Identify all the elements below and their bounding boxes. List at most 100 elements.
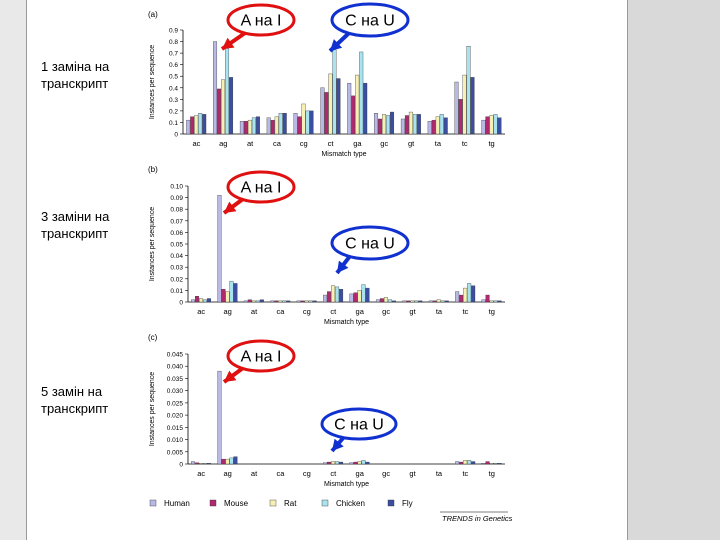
legend-swatch-fly xyxy=(387,499,395,507)
callout-cu-2-arrow-head xyxy=(337,260,349,273)
x-tick-label: ag xyxy=(223,307,231,316)
x-axis-label: Mismatch type xyxy=(321,151,366,158)
y-tick-label: 0.1 xyxy=(169,120,178,127)
y-tick-label: 0.2 xyxy=(169,108,178,115)
bar-cg-human xyxy=(296,300,301,303)
bar-tc-rat xyxy=(463,460,468,465)
bar-tg-chicken xyxy=(493,114,498,135)
legend-swatch-mouse xyxy=(209,499,217,507)
callout-cu-1-arrow-head xyxy=(330,39,343,51)
bar-tg-human xyxy=(481,299,486,303)
bar-ga-chicken xyxy=(361,460,366,465)
bar-tg-rat xyxy=(489,115,494,135)
bar-at-chicken xyxy=(251,117,256,135)
y-tick-label: 0.030 xyxy=(167,388,184,395)
bar-ct-fly xyxy=(339,289,344,303)
x-tick-label: ct xyxy=(330,469,337,478)
x-tick-label: at xyxy=(247,139,254,148)
x-axis-label: Mismatch type xyxy=(324,481,369,488)
bar-at-human xyxy=(239,121,244,135)
y-tick-label: 0 xyxy=(179,300,183,307)
x-tick-label: ta xyxy=(436,307,443,316)
bar-ta-fly xyxy=(444,300,449,303)
x-tick-label: ct xyxy=(328,139,335,148)
bar-ct-chicken xyxy=(335,461,340,465)
side-label-1: 1 заміна на транскрипт xyxy=(41,59,110,91)
x-tick-label: gc xyxy=(382,469,390,478)
bar-ag-chicken xyxy=(229,457,234,465)
y-axis-label: Instances per sequence xyxy=(149,45,156,119)
bar-tg-mouse xyxy=(485,294,490,303)
bar-ac-chicken xyxy=(198,113,203,135)
bar-cg-rat xyxy=(301,103,306,135)
callout-cu-1-ellipse xyxy=(330,2,410,38)
bar-ca-mouse xyxy=(274,300,279,303)
y-tick-label: 0.6 xyxy=(169,62,178,69)
bar-tc-human xyxy=(455,461,460,465)
bar-ta-human xyxy=(428,300,433,303)
y-tick-label: 0 xyxy=(179,462,183,469)
bar-at-rat xyxy=(251,300,256,303)
y-tick-label: 0.025 xyxy=(167,400,184,407)
y-tick-label: 0.02 xyxy=(170,276,183,283)
bar-cg-fly xyxy=(312,300,317,303)
x-tick-label: tc xyxy=(462,469,468,478)
bar-ca-fly xyxy=(282,113,287,135)
bar-ac-mouse xyxy=(190,116,195,135)
y-tick-label: 0.08 xyxy=(170,207,183,214)
bar-at-mouse xyxy=(243,121,248,135)
bar-ca-mouse xyxy=(270,119,275,135)
bar-ag-human xyxy=(217,195,222,303)
bar-ct-human xyxy=(323,462,328,465)
bar-cg-human xyxy=(293,113,298,135)
y-axis-label: Instances per sequence xyxy=(149,372,156,446)
bar-tg-rat xyxy=(489,463,494,465)
bar-ca-human xyxy=(270,300,275,303)
y-tick-label: 0.09 xyxy=(170,195,183,202)
bar-ag-chicken xyxy=(229,280,234,303)
bar-ca-rat xyxy=(274,116,279,135)
bar-cg-mouse xyxy=(297,116,302,135)
x-tick-label: ca xyxy=(276,469,285,478)
bar-ga-mouse xyxy=(351,95,356,135)
bar-tc-fly xyxy=(470,77,475,135)
bar-ta-rat xyxy=(436,299,441,303)
bar-gt-human xyxy=(402,300,407,303)
x-tick-label: ac xyxy=(192,139,200,148)
bar-tc-chicken xyxy=(466,46,471,135)
bar-ct-chicken xyxy=(332,49,337,135)
bar-tc-mouse xyxy=(459,294,464,303)
bar-cg-chicken xyxy=(308,300,313,303)
bar-gc-mouse xyxy=(378,118,383,135)
bar-ga-rat xyxy=(357,290,362,303)
bar-ct-human xyxy=(323,294,328,303)
y-tick-label: 0.10 xyxy=(170,184,183,191)
bar-at-fly xyxy=(255,116,260,135)
bar-gc-fly xyxy=(391,300,396,303)
bar-ct-fly xyxy=(336,78,341,135)
bar-gt-rat xyxy=(410,300,415,303)
bar-gc-chicken xyxy=(387,299,392,303)
y-tick-label: 0.005 xyxy=(167,449,184,456)
bar-ga-fly xyxy=(363,82,368,135)
bar-gt-chicken xyxy=(412,114,417,135)
callout-ai-3-arrow-head xyxy=(224,370,237,382)
bar-gt-human xyxy=(400,118,405,135)
bar-tg-rat xyxy=(489,300,494,303)
bar-gc-human xyxy=(374,113,379,135)
x-tick-label: at xyxy=(251,307,258,316)
y-tick-label: 0.07 xyxy=(170,218,183,225)
x-tick-label: cg xyxy=(300,139,308,148)
bar-at-human xyxy=(243,300,248,303)
bar-ta-chicken xyxy=(439,114,444,135)
y-tick-label: 0.05 xyxy=(170,242,183,249)
callout-cu-1-text: C на U xyxy=(345,13,395,30)
bar-tc-mouse xyxy=(459,461,464,465)
legend-swatch-chicken xyxy=(321,499,329,507)
bar-ac-fly xyxy=(207,463,211,465)
bar-tg-fly xyxy=(497,463,502,465)
x-tick-label: ca xyxy=(276,307,285,316)
slide-canvas xyxy=(26,0,628,540)
bar-cg-fly xyxy=(309,110,314,135)
